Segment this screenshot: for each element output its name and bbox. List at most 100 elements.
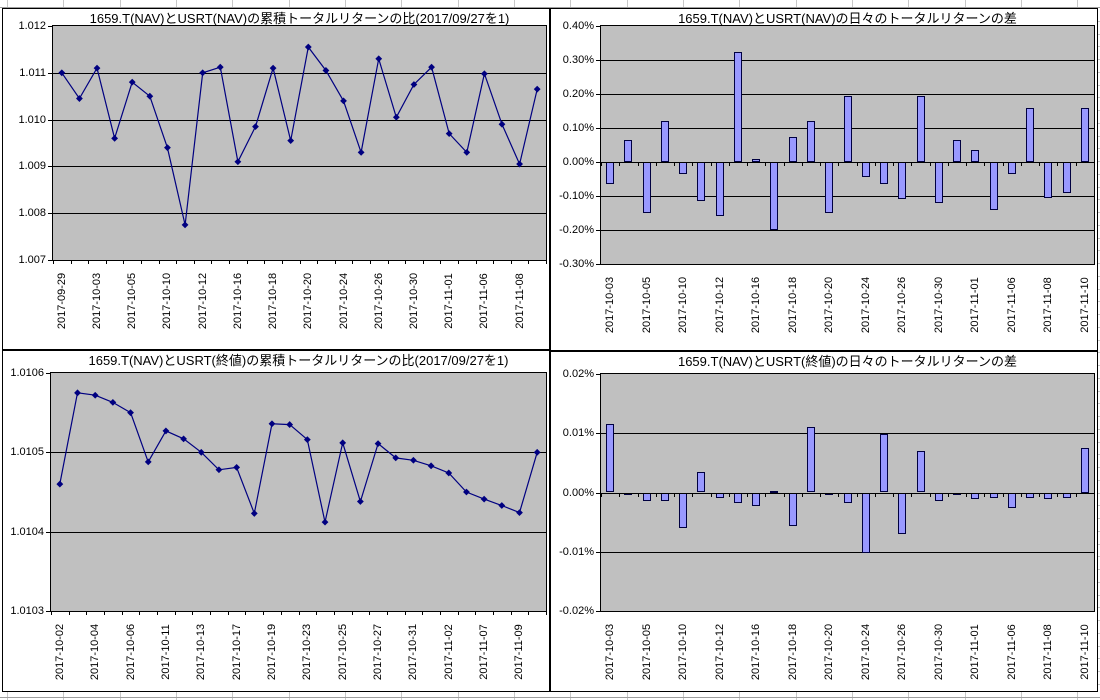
x-axis-tick <box>637 493 639 497</box>
bar-2017-11-08 <box>1044 162 1053 198</box>
bar-2017-10-17 <box>770 162 779 230</box>
bar-2017-11-06 <box>1007 162 1016 174</box>
worksheet-top-cells-row[interactable] <box>0 0 1100 8</box>
chart-nav-daily-diff[interactable]: 1659.T(NAV)とUSRT(NAV)の日々のトータルリターンの差 0.40… <box>550 8 1098 351</box>
x-axis-tick <box>157 612 159 615</box>
bar-2017-10-25 <box>880 434 889 493</box>
worksheet-gridline <box>1098 174 1100 175</box>
x-axis-tick <box>51 612 52 615</box>
x-axis-label: 2017-10-16 <box>750 623 763 681</box>
x-axis-label: 2017-10-02 <box>53 623 66 681</box>
data-point-marker-2017-11-01 <box>445 130 453 138</box>
y-axis-tick <box>48 213 52 215</box>
data-point-marker-2017-10-10 <box>144 458 152 466</box>
x-axis-label: 2017-10-03 <box>91 272 104 330</box>
x-axis-tick <box>70 261 72 264</box>
y-axis-label: 0.30% <box>562 54 594 66</box>
bar-2017-10-25 <box>880 162 889 185</box>
x-axis-tick <box>692 493 694 497</box>
y-axis-tick <box>596 26 600 27</box>
x-axis-tick <box>619 493 621 497</box>
chart-close-cumulative-ratio[interactable]: 1659.T(NAV)とUSRT(終値)の累積トータルリターンの比(2017/0… <box>2 350 550 692</box>
worksheet-right-cells-column[interactable] <box>1098 8 1100 692</box>
worksheet-gridline <box>289 692 290 700</box>
x-axis-tick <box>510 612 512 615</box>
bar-2017-10-20 <box>825 162 834 213</box>
worksheet-gridline <box>1098 225 1100 226</box>
x-axis-tick <box>141 261 143 264</box>
major-gridline <box>601 196 1094 197</box>
worksheet-gridline <box>1098 365 1100 366</box>
chart-close-daily-diff[interactable]: 1659.T(NAV)とUSRT(終値)の日々のトータルリターンの差 0.02%… <box>550 351 1098 692</box>
x-axis-tick <box>281 261 283 264</box>
y-axis-label: 1.008 <box>18 207 46 220</box>
data-point-marker-2017-10-23 <box>303 436 311 444</box>
worksheet-gridline <box>401 0 402 7</box>
y-axis-tick <box>48 26 52 27</box>
x-axis-label: 2017-11-09 <box>513 624 526 680</box>
worksheet-gridline <box>1098 148 1100 149</box>
data-point-marker-2017-10-31 <box>410 456 417 464</box>
worksheet-gridline <box>1098 187 1100 188</box>
data-point-marker-2017-10-05 <box>109 398 117 406</box>
x-axis-label: 2017-10-16 <box>750 276 763 334</box>
y-axis-label: 1.0103 <box>10 605 44 617</box>
worksheet-gridline <box>176 0 177 7</box>
x-axis-label: 2017-11-02 <box>442 624 455 680</box>
x-axis-tick <box>104 612 106 615</box>
x-axis-tick <box>637 163 639 166</box>
x-axis-tick <box>1094 163 1095 166</box>
chart-nav-cumulative-ratio[interactable]: 1659.T(NAV)とUSRT(NAV)の累積トータルリターンの比(2017/… <box>2 8 550 350</box>
x-axis-tick <box>422 612 424 615</box>
bar-2017-10-23 <box>843 95 852 162</box>
y-axis-tick <box>596 611 600 612</box>
x-axis-tick <box>728 163 730 166</box>
x-axis-label: 2017-10-17 <box>230 623 243 681</box>
x-axis-tick <box>546 261 547 264</box>
worksheet-gridline <box>0 697 1100 698</box>
zero-axis-line <box>601 492 1094 494</box>
chart-title: 1659.T(NAV)とUSRT(終値)の累積トータルリターンの比(2017/0… <box>88 353 509 368</box>
x-axis-label: 2017-10-26 <box>896 623 909 681</box>
major-gridline <box>601 60 1094 61</box>
worksheet-bottom-cells-row[interactable] <box>0 692 1100 700</box>
y-axis-tick <box>596 128 600 129</box>
data-point-marker-2017-10-03 <box>74 389 81 397</box>
worksheet-gridline <box>1098 238 1100 239</box>
bar-2017-10-18 <box>788 136 797 162</box>
x-axis-tick <box>1020 493 1022 497</box>
worksheet-gridline <box>1098 85 1100 86</box>
bar-2017-10-16 <box>752 492 761 507</box>
x-axis-tick <box>264 261 266 264</box>
x-axis-tick <box>546 612 547 615</box>
data-point-marker-2017-10-11 <box>162 427 170 435</box>
bar-2017-10-24 <box>861 162 870 178</box>
x-axis-tick <box>121 612 123 615</box>
major-gridline <box>53 72 546 74</box>
bar-2017-10-26 <box>898 492 907 534</box>
worksheet-gridline <box>796 692 797 700</box>
worksheet-gridline <box>1077 692 1078 700</box>
worksheet-gridline <box>232 0 233 7</box>
worksheet-gridline <box>1098 136 1100 137</box>
worksheet-gridline <box>0 7 1100 8</box>
data-point-marker-2017-11-02 <box>463 148 471 156</box>
bar-2017-11-10 <box>1080 107 1089 162</box>
x-axis-tick <box>674 163 676 166</box>
x-axis-label: 2017-10-12 <box>196 272 209 330</box>
x-axis-tick <box>192 612 194 615</box>
x-axis-tick <box>911 163 913 166</box>
data-point-marker-2017-10-02 <box>56 480 64 488</box>
bar-2017-10-13 <box>733 492 742 504</box>
bar-2017-10-05 <box>642 162 651 213</box>
worksheet-gridline <box>345 0 346 7</box>
worksheet-gridline <box>1098 429 1100 430</box>
major-gridline <box>51 531 546 533</box>
data-point-marker-2017-10-17 <box>233 464 241 471</box>
x-axis-tick <box>317 261 319 264</box>
x-axis-tick <box>1002 493 1004 497</box>
bar-2017-10-06 <box>660 492 669 501</box>
data-point-marker-2017-11-09 <box>516 509 523 517</box>
worksheet-gridline <box>1098 403 1100 404</box>
worksheet-gridline <box>232 692 233 700</box>
